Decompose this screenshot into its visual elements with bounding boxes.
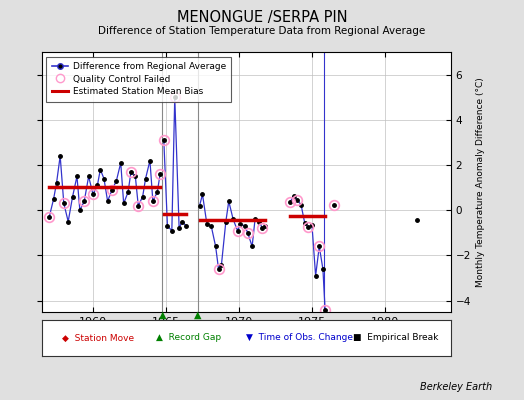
Text: MENONGUE /SERPA PIN: MENONGUE /SERPA PIN — [177, 10, 347, 25]
Text: ▲: ▲ — [194, 310, 201, 320]
Text: ◆  Station Move: ◆ Station Move — [62, 334, 135, 342]
Text: ■  Empirical Break: ■ Empirical Break — [353, 334, 438, 342]
Legend: Difference from Regional Average, Quality Control Failed, Estimated Station Mean: Difference from Regional Average, Qualit… — [47, 56, 231, 102]
Text: Difference of Station Temperature Data from Regional Average: Difference of Station Temperature Data f… — [99, 26, 425, 36]
Y-axis label: Monthly Temperature Anomaly Difference (°C): Monthly Temperature Anomaly Difference (… — [476, 77, 485, 287]
Text: ▲: ▲ — [159, 310, 166, 320]
Text: ▲  Record Gap: ▲ Record Gap — [156, 334, 222, 342]
Text: ▼  Time of Obs. Change: ▼ Time of Obs. Change — [246, 334, 353, 342]
Text: Berkeley Earth: Berkeley Earth — [420, 382, 493, 392]
